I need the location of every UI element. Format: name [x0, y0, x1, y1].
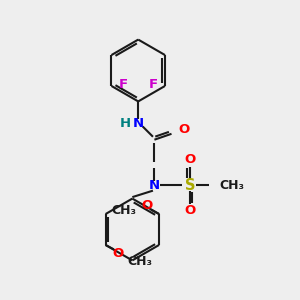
Text: O: O	[142, 199, 153, 212]
Text: O: O	[178, 123, 189, 136]
Text: N: N	[149, 179, 160, 192]
Text: O: O	[112, 247, 124, 260]
Text: H: H	[119, 117, 130, 130]
Text: S: S	[184, 178, 195, 193]
Text: O: O	[184, 205, 195, 218]
Text: CH₃: CH₃	[127, 255, 152, 268]
Text: O: O	[184, 153, 195, 166]
Text: F: F	[119, 78, 128, 91]
Text: CH₃: CH₃	[111, 204, 136, 217]
Text: CH₃: CH₃	[219, 179, 244, 192]
Text: N: N	[133, 117, 144, 130]
Text: F: F	[148, 78, 158, 91]
